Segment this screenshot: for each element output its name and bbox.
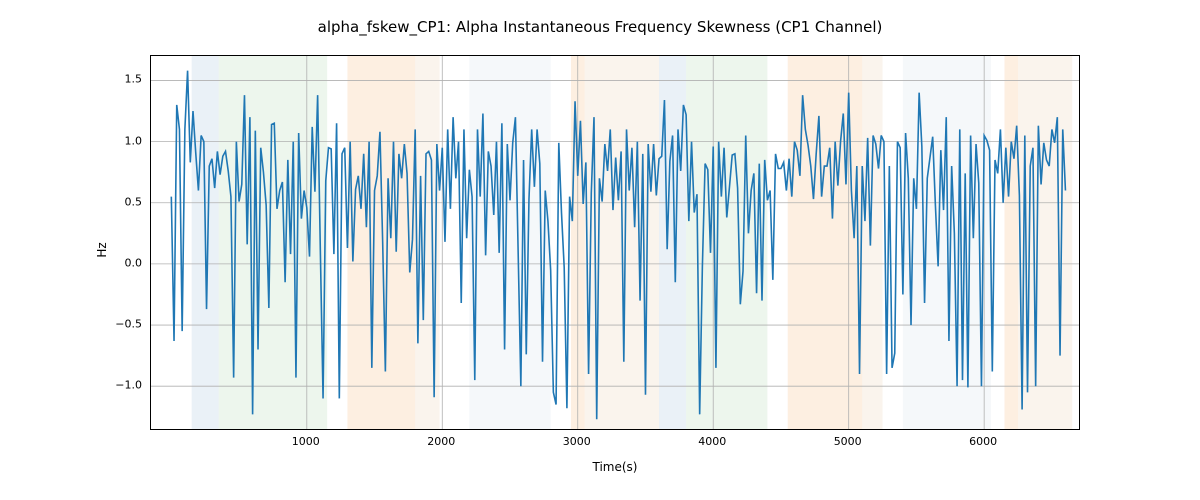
y-tick-label: 0.0 [125, 256, 143, 269]
x-tick-label: 2000 [427, 435, 455, 448]
background-band [1004, 56, 1018, 429]
chart-title: alpha_fskew_CP1: Alpha Instantaneous Fre… [0, 18, 1200, 36]
figure: alpha_fskew_CP1: Alpha Instantaneous Fre… [0, 0, 1200, 500]
x-tick-label: 1000 [292, 435, 320, 448]
background-band [903, 56, 991, 429]
y-tick-label: −0.5 [115, 318, 142, 331]
y-tick-label: 1.0 [125, 134, 143, 147]
plot-svg [151, 56, 1079, 429]
x-tick-label: 5000 [834, 435, 862, 448]
x-tick-label: 3000 [563, 435, 591, 448]
y-tick-label: 0.5 [125, 195, 143, 208]
x-tick-label: 6000 [969, 435, 997, 448]
y-tick-label: 1.5 [125, 73, 143, 86]
y-axis-label: Hz [95, 242, 109, 257]
x-axis-label: Time(s) [150, 460, 1080, 474]
background-band [788, 56, 863, 429]
background-band [347, 56, 415, 429]
background-band [862, 56, 882, 429]
x-tick-label: 4000 [698, 435, 726, 448]
background-band [469, 56, 550, 429]
y-tick-label: −1.0 [115, 379, 142, 392]
plot-area [150, 55, 1080, 430]
